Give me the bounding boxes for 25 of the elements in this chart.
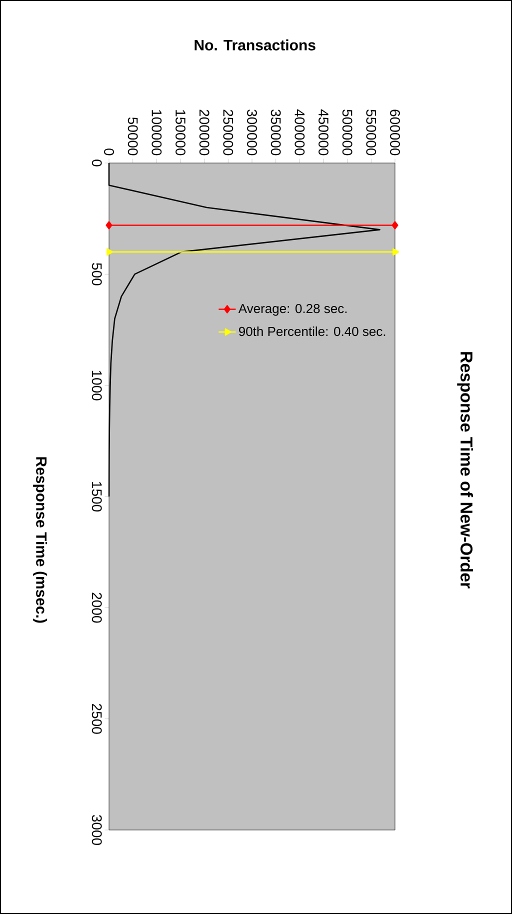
text: Response Time of New-Order bbox=[457, 352, 473, 588]
x-tick-label: 200000 bbox=[199, 110, 210, 156]
y-axis-title: Response Time (msec.) bbox=[33, 457, 48, 623]
legend-label: 90th Percentile: 0.40 sec. bbox=[239, 326, 386, 336]
x-tick-label: 250000 bbox=[223, 110, 234, 156]
y-tick-label: 1500 bbox=[92, 482, 102, 512]
y-tick-label: 3000 bbox=[92, 814, 102, 846]
x-tick-label: 450000 bbox=[318, 109, 328, 156]
y-tick-label: 1000 bbox=[92, 370, 102, 400]
x-tick-label: 0 bbox=[104, 148, 114, 156]
x-tick-label: 550000 bbox=[366, 110, 376, 156]
x-tick-label: 150000 bbox=[176, 110, 186, 156]
x-axis-title: No. Transactions bbox=[194, 39, 316, 50]
x-tick-label: 400000 bbox=[294, 109, 305, 156]
x-tick-label: 300000 bbox=[247, 110, 257, 156]
y-tick-label: 2000 bbox=[92, 592, 102, 623]
y-tick-label: 2500 bbox=[92, 704, 102, 734]
y-tick-label: 500 bbox=[92, 263, 102, 286]
x-tick-label: 50000 bbox=[128, 117, 138, 156]
x-tick-label: 600000 bbox=[390, 110, 400, 156]
x-tick-label: 500000 bbox=[342, 110, 352, 156]
y-tick-label: 0 bbox=[92, 160, 102, 166]
x-tick-label: 350000 bbox=[270, 110, 281, 156]
legend-label: Average: 0.28 sec. bbox=[238, 304, 347, 316]
x-tick-label: 100000 bbox=[152, 110, 162, 156]
